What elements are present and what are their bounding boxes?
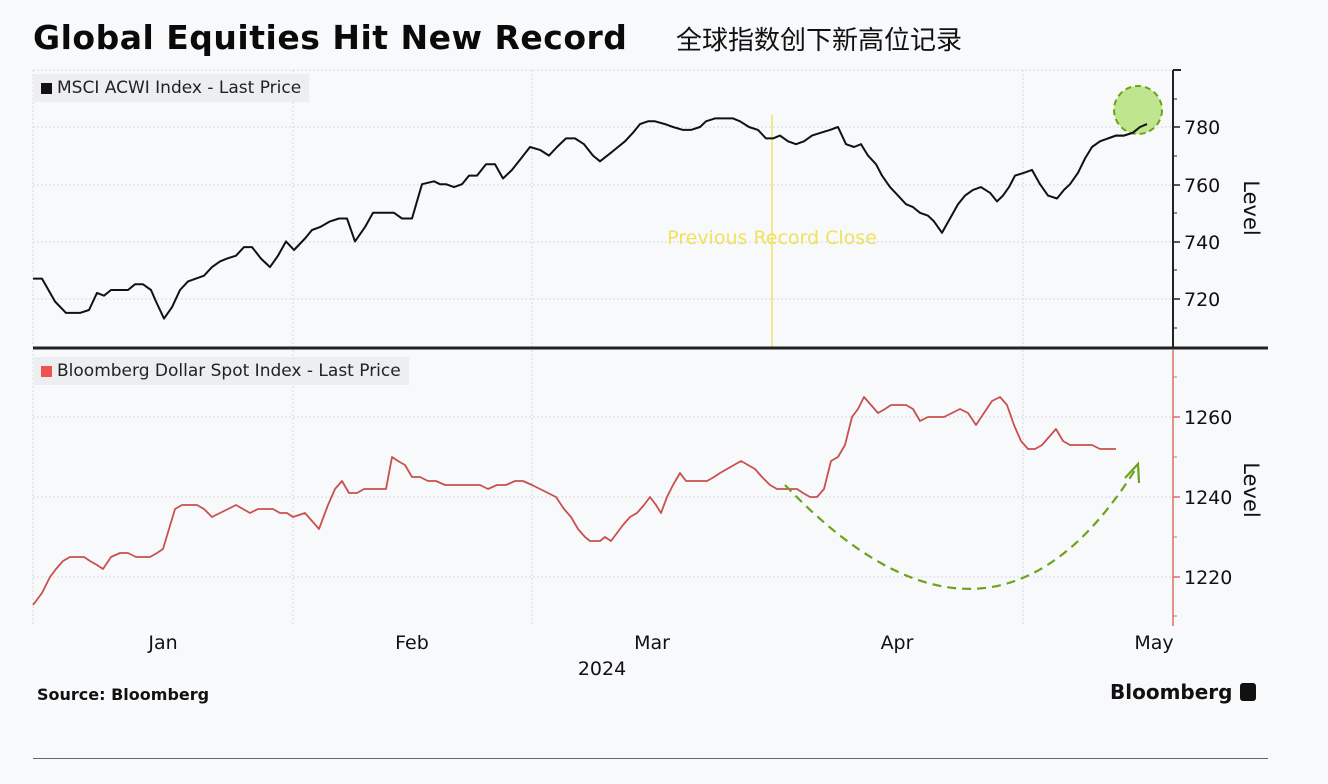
xtick-jan: Jan xyxy=(147,632,177,654)
top-ytick-780: 780 xyxy=(1184,117,1220,139)
top-ylabel: Level xyxy=(1239,180,1263,235)
bottom-legend: Bloomberg Dollar Spot Index - Last Price xyxy=(33,357,409,385)
new-record-highlight-circle xyxy=(1113,85,1163,135)
brand-label: Bloomberg xyxy=(1110,680,1233,704)
top-panel-grid xyxy=(32,69,1173,348)
top-y-axis xyxy=(1172,69,1181,348)
msci-acwi-line-end xyxy=(1107,123,1148,140)
trend-arrow-arc xyxy=(784,469,1136,590)
msci-acwi-line xyxy=(33,117,1148,320)
top-ytick-720: 720 xyxy=(1184,289,1220,311)
top-legend: MSCI ACWI Index - Last Price xyxy=(33,74,310,102)
xtick-may: May xyxy=(1134,632,1173,654)
bottom-panel-grid xyxy=(32,350,1173,625)
chart-subtitle-chinese: 全球指数创下新高位记录 xyxy=(676,26,963,56)
xtick-apr: Apr xyxy=(881,632,914,654)
chart-title: Global Equities Hit New Record xyxy=(33,18,628,57)
top-ytick-760: 760 xyxy=(1184,175,1220,197)
legend-swatch-black xyxy=(41,82,52,94)
bottom-ylabel: Level xyxy=(1239,462,1263,517)
trend-arrow-head-icon xyxy=(1124,461,1141,484)
source-note: Source: Bloomberg xyxy=(37,685,210,704)
x-year-label: 2024 xyxy=(578,658,626,680)
bloomberg-logo-icon xyxy=(1240,683,1257,701)
bottom-ytick-1220: 1220 xyxy=(1184,567,1232,589)
top-legend-label: MSCI ACWI Index - Last Price xyxy=(57,78,302,98)
bloomberg-brand: Bloomberg xyxy=(1110,680,1257,704)
bottom-y-axis xyxy=(1172,350,1180,626)
top-ytick-740: 740 xyxy=(1184,232,1220,254)
bottom-legend-label: Bloomberg Dollar Spot Index - Last Price xyxy=(57,361,401,381)
xtick-mar: Mar xyxy=(634,632,670,654)
previous-record-label: Previous Record Close xyxy=(667,227,877,249)
footer-divider xyxy=(33,758,1268,759)
legend-swatch-red xyxy=(41,365,52,377)
dollar-spot-line xyxy=(32,396,1116,606)
bottom-ytick-1240: 1240 xyxy=(1184,487,1232,509)
xtick-feb: Feb xyxy=(395,632,429,654)
bottom-ytick-1260: 1260 xyxy=(1184,407,1232,429)
